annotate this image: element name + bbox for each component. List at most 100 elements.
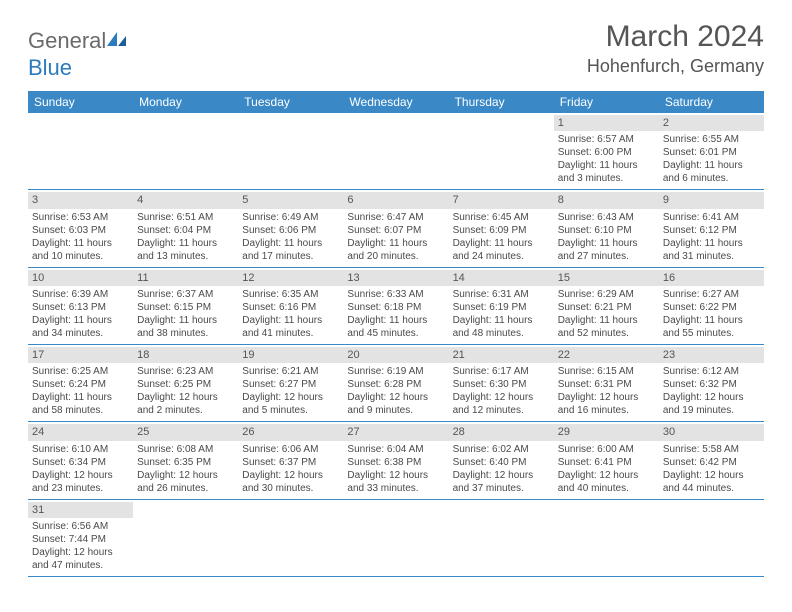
sunrise-text: Sunrise: 6:33 AM <box>347 288 444 301</box>
sunrise-text: Sunrise: 6:39 AM <box>32 288 129 301</box>
page-header: GeneralBlue March 2024 Hohenfurch, Germa… <box>28 20 764 81</box>
sunset-text: Sunset: 6:04 PM <box>137 224 234 237</box>
day-number: 13 <box>343 270 448 286</box>
sunset-text: Sunset: 6:37 PM <box>242 456 339 469</box>
day-number: 4 <box>133 192 238 208</box>
calendar-day-cell: 31Sunrise: 6:56 AMSunset: 7:44 PMDayligh… <box>28 499 133 576</box>
sunrise-text: Sunrise: 6:17 AM <box>453 365 550 378</box>
sunset-text: Sunset: 6:22 PM <box>663 301 760 314</box>
daylight-text: Daylight: 12 hours and 2 minutes. <box>137 391 234 417</box>
calendar-day-cell <box>554 499 659 576</box>
daylight-text: Daylight: 11 hours and 52 minutes. <box>558 314 655 340</box>
calendar-day-cell: 9Sunrise: 6:41 AMSunset: 6:12 PMDaylight… <box>659 190 764 267</box>
daylight-text: Daylight: 12 hours and 12 minutes. <box>453 391 550 417</box>
title-block: March 2024 Hohenfurch, Germany <box>587 20 764 77</box>
day-number <box>133 115 238 131</box>
day-number <box>449 502 554 518</box>
sunset-text: Sunset: 6:18 PM <box>347 301 444 314</box>
day-number: 19 <box>238 347 343 363</box>
weekday-header: Monday <box>133 91 238 113</box>
sunset-text: Sunset: 6:40 PM <box>453 456 550 469</box>
calendar-day-cell <box>343 499 448 576</box>
sunrise-text: Sunrise: 6:08 AM <box>137 443 234 456</box>
sunrise-text: Sunrise: 6:00 AM <box>558 443 655 456</box>
weekday-header: Saturday <box>659 91 764 113</box>
sunrise-text: Sunrise: 6:23 AM <box>137 365 234 378</box>
day-number: 7 <box>449 192 554 208</box>
daylight-text: Daylight: 12 hours and 19 minutes. <box>663 391 760 417</box>
sunset-text: Sunset: 6:07 PM <box>347 224 444 237</box>
calendar-day-cell: 16Sunrise: 6:27 AMSunset: 6:22 PMDayligh… <box>659 267 764 344</box>
sunset-text: Sunset: 6:06 PM <box>242 224 339 237</box>
daylight-text: Daylight: 12 hours and 5 minutes. <box>242 391 339 417</box>
calendar-week-row: 24Sunrise: 6:10 AMSunset: 6:34 PMDayligh… <box>28 422 764 499</box>
daylight-text: Daylight: 12 hours and 26 minutes. <box>137 469 234 495</box>
weekday-header: Wednesday <box>343 91 448 113</box>
daylight-text: Daylight: 12 hours and 44 minutes. <box>663 469 760 495</box>
sunrise-text: Sunrise: 6:21 AM <box>242 365 339 378</box>
day-number: 21 <box>449 347 554 363</box>
sail-icon <box>106 29 128 55</box>
calendar-table: SundayMondayTuesdayWednesdayThursdayFrid… <box>28 91 764 577</box>
sunset-text: Sunset: 6:16 PM <box>242 301 339 314</box>
calendar-day-cell: 21Sunrise: 6:17 AMSunset: 6:30 PMDayligh… <box>449 345 554 422</box>
calendar-day-cell <box>449 113 554 190</box>
calendar-day-cell: 14Sunrise: 6:31 AMSunset: 6:19 PMDayligh… <box>449 267 554 344</box>
sunrise-text: Sunrise: 6:27 AM <box>663 288 760 301</box>
day-number <box>28 115 133 131</box>
sunrise-text: Sunrise: 6:19 AM <box>347 365 444 378</box>
day-number: 15 <box>554 270 659 286</box>
weekday-header: Thursday <box>449 91 554 113</box>
sunset-text: Sunset: 6:12 PM <box>663 224 760 237</box>
calendar-day-cell: 12Sunrise: 6:35 AMSunset: 6:16 PMDayligh… <box>238 267 343 344</box>
sunset-text: Sunset: 6:03 PM <box>32 224 129 237</box>
daylight-text: Daylight: 11 hours and 34 minutes. <box>32 314 129 340</box>
calendar-day-cell: 7Sunrise: 6:45 AMSunset: 6:09 PMDaylight… <box>449 190 554 267</box>
daylight-text: Daylight: 11 hours and 10 minutes. <box>32 237 129 263</box>
calendar-day-cell: 18Sunrise: 6:23 AMSunset: 6:25 PMDayligh… <box>133 345 238 422</box>
calendar-day-cell: 28Sunrise: 6:02 AMSunset: 6:40 PMDayligh… <box>449 422 554 499</box>
calendar-day-cell: 17Sunrise: 6:25 AMSunset: 6:24 PMDayligh… <box>28 345 133 422</box>
daylight-text: Daylight: 12 hours and 47 minutes. <box>32 546 129 572</box>
calendar-day-cell <box>659 499 764 576</box>
logo-text-general: General <box>28 28 106 53</box>
sunrise-text: Sunrise: 6:57 AM <box>558 133 655 146</box>
weekday-header: Sunday <box>28 91 133 113</box>
calendar-day-cell: 27Sunrise: 6:04 AMSunset: 6:38 PMDayligh… <box>343 422 448 499</box>
calendar-day-cell: 15Sunrise: 6:29 AMSunset: 6:21 PMDayligh… <box>554 267 659 344</box>
day-number: 26 <box>238 424 343 440</box>
day-number <box>449 115 554 131</box>
calendar-day-cell: 1Sunrise: 6:57 AMSunset: 6:00 PMDaylight… <box>554 113 659 190</box>
calendar-day-cell: 11Sunrise: 6:37 AMSunset: 6:15 PMDayligh… <box>133 267 238 344</box>
day-number: 16 <box>659 270 764 286</box>
calendar-day-cell: 19Sunrise: 6:21 AMSunset: 6:27 PMDayligh… <box>238 345 343 422</box>
sunrise-text: Sunrise: 6:43 AM <box>558 211 655 224</box>
day-number: 6 <box>343 192 448 208</box>
calendar-day-cell: 23Sunrise: 6:12 AMSunset: 6:32 PMDayligh… <box>659 345 764 422</box>
daylight-text: Daylight: 11 hours and 31 minutes. <box>663 237 760 263</box>
calendar-week-row: 3Sunrise: 6:53 AMSunset: 6:03 PMDaylight… <box>28 190 764 267</box>
day-number <box>659 502 764 518</box>
daylight-text: Daylight: 11 hours and 38 minutes. <box>137 314 234 340</box>
calendar-day-cell: 30Sunrise: 5:58 AMSunset: 6:42 PMDayligh… <box>659 422 764 499</box>
sunrise-text: Sunrise: 6:55 AM <box>663 133 760 146</box>
daylight-text: Daylight: 11 hours and 58 minutes. <box>32 391 129 417</box>
calendar-day-cell <box>238 113 343 190</box>
calendar-week-row: 10Sunrise: 6:39 AMSunset: 6:13 PMDayligh… <box>28 267 764 344</box>
calendar-day-cell: 10Sunrise: 6:39 AMSunset: 6:13 PMDayligh… <box>28 267 133 344</box>
sunset-text: Sunset: 6:19 PM <box>453 301 550 314</box>
sunset-text: Sunset: 7:44 PM <box>32 533 129 546</box>
sunrise-text: Sunrise: 6:29 AM <box>558 288 655 301</box>
weekday-header: Tuesday <box>238 91 343 113</box>
day-number: 8 <box>554 192 659 208</box>
calendar-day-cell: 13 Sunrise: 6:33 AMSunset: 6:18 PMDayligh… <box>343 267 448 344</box>
brand-logo: GeneralBlue <box>28 20 128 81</box>
day-number: 20 <box>343 347 448 363</box>
daylight-text: Daylight: 11 hours and 45 minutes. <box>347 314 444 340</box>
day-number: 27 <box>343 424 448 440</box>
day-number: 29 <box>554 424 659 440</box>
calendar-week-row: 31Sunrise: 6:56 AMSunset: 7:44 PMDayligh… <box>28 499 764 576</box>
calendar-day-cell: 3Sunrise: 6:53 AMSunset: 6:03 PMDaylight… <box>28 190 133 267</box>
day-number: 18 <box>133 347 238 363</box>
daylight-text: Daylight: 12 hours and 16 minutes. <box>558 391 655 417</box>
